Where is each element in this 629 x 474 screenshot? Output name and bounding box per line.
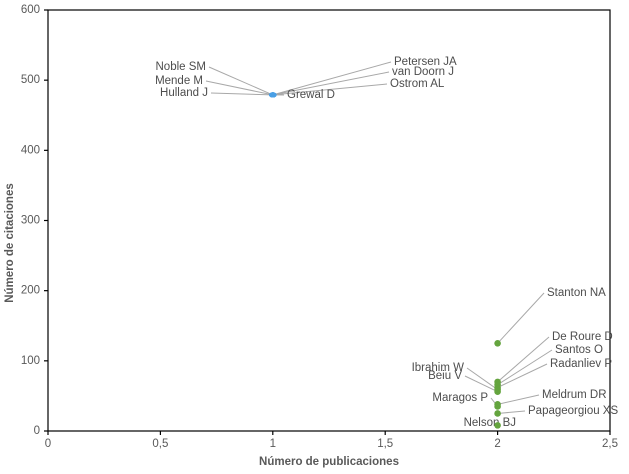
data-point xyxy=(494,410,501,417)
leader-line xyxy=(497,410,526,414)
leader-line xyxy=(497,336,550,383)
leader-line xyxy=(497,292,545,344)
x-tick-label: 1,5 xyxy=(377,438,393,450)
leader-line xyxy=(497,394,540,405)
plot-border xyxy=(47,9,611,432)
x-tick-label: 2 xyxy=(494,438,500,450)
author-label: Santos O xyxy=(555,344,603,356)
leader-line xyxy=(210,92,273,96)
author-label: van Doorn J xyxy=(392,66,454,78)
y-tick-label: 500 xyxy=(21,74,40,86)
leader-line xyxy=(208,66,274,96)
data-point xyxy=(269,92,277,98)
y-tick-label: 0 xyxy=(34,425,40,437)
y-tick-label: 200 xyxy=(21,285,40,297)
x-axis-title: Número de publicaciones xyxy=(259,456,399,468)
x-tick-label: 0,5 xyxy=(152,438,168,450)
leader-line xyxy=(272,83,388,96)
author-label: De Roure D xyxy=(552,331,613,343)
y-axis-title: Número de citaciones xyxy=(4,183,16,303)
data-point xyxy=(494,422,501,429)
y-tick-label: 300 xyxy=(21,215,40,227)
leader-line xyxy=(497,349,553,386)
leader-line xyxy=(497,363,548,388)
leader-line xyxy=(466,367,498,391)
author-label: Meldrum DR xyxy=(542,389,607,401)
author-label: Grewal D xyxy=(287,89,335,101)
author-label: Stanton NA xyxy=(547,287,606,299)
x-tick-label: 1 xyxy=(270,438,276,450)
author-label: Beiu V xyxy=(428,370,462,382)
author-label: Radanliev P xyxy=(550,358,612,370)
author-label: Papageorgiou XS xyxy=(528,405,618,417)
author-label: Maragos P xyxy=(432,392,488,404)
y-tick-label: 600 xyxy=(21,4,40,16)
leader-line xyxy=(205,80,273,96)
y-tick-label: 100 xyxy=(21,355,40,367)
author-label: Hulland J xyxy=(160,87,208,99)
leader-line xyxy=(272,71,390,96)
author-label: Noble SM xyxy=(156,61,207,73)
data-point xyxy=(494,388,501,396)
author-label: Petersen JA xyxy=(394,56,457,68)
x-tick-label: 0 xyxy=(45,438,51,450)
data-point xyxy=(494,403,501,410)
author-label: Ibrahim W xyxy=(412,362,465,374)
author-label: Mende M xyxy=(155,75,203,87)
leader-line xyxy=(464,375,498,393)
leader-line xyxy=(272,61,392,96)
author-label: Nelson BJ xyxy=(464,417,516,429)
y-tick-label: 400 xyxy=(21,144,40,156)
data-point xyxy=(494,339,501,347)
author-label: Ostrom AL xyxy=(390,78,445,90)
x-tick-label: 2,5 xyxy=(602,438,618,450)
